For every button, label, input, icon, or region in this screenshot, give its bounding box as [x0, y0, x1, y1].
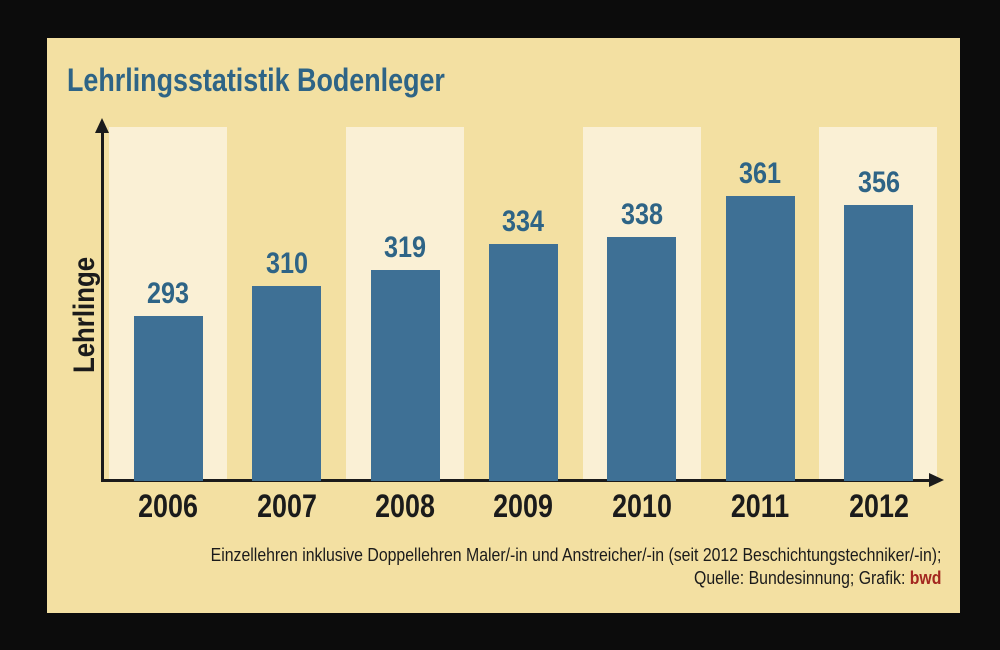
bar-2007: [252, 286, 322, 481]
y-axis-line: [101, 132, 104, 482]
footnote: Einzellehren inklusive Doppellehren Male…: [210, 544, 941, 590]
x-tick-label-2010: 2010: [611, 488, 672, 524]
footnote-source: Quelle: Bundesinnung; Grafik:: [693, 568, 910, 588]
bar-value-label-2009: 334: [502, 205, 545, 238]
footnote-line-1: Einzellehren inklusive Doppellehren Male…: [210, 545, 941, 565]
x-axis-arrow-icon: [929, 473, 944, 487]
bar-2011: [725, 196, 795, 481]
x-tick-label-2008: 2008: [375, 488, 435, 524]
x-tick-label-2012: 2012: [848, 488, 909, 524]
y-axis-label: Lehrlinge: [68, 256, 101, 374]
bar-value-label-2008: 319: [383, 231, 427, 264]
y-axis-arrow-icon: [95, 118, 109, 133]
x-tick-label-2011: 2011: [731, 488, 790, 524]
x-tick-label-2007: 2007: [256, 488, 317, 524]
bar-value-label-2011: 361: [739, 157, 782, 190]
bar-2006: [133, 316, 203, 481]
x-tick-label-2006: 2006: [138, 488, 199, 524]
bar-2010: [607, 237, 677, 481]
bar-value-label-2010: 338: [620, 198, 663, 231]
bar-value-label-2007: 310: [265, 247, 308, 280]
x-tick-label-2009: 2009: [493, 488, 554, 524]
bar-2009: [488, 244, 558, 481]
bar-2012: [844, 205, 914, 481]
chart-area: Lehrlinge 293 2006 310 2007 319 2008 334 2009 33…: [47, 38, 960, 613]
bar-2008: [370, 270, 440, 481]
credit-bwd: bwd: [909, 568, 941, 588]
chart-title: Lehrlingsstatistik Bodenleger: [67, 62, 445, 98]
bar-value-label-2012: 356: [857, 166, 900, 199]
bar-value-label-2006: 293: [147, 277, 190, 310]
infographic-panel: Lehrlingsstatistik Bodenleger Lehrlinge …: [47, 38, 960, 613]
footnote-line-2: Quelle: Bundesinnung; Grafik: bwd: [210, 567, 941, 590]
